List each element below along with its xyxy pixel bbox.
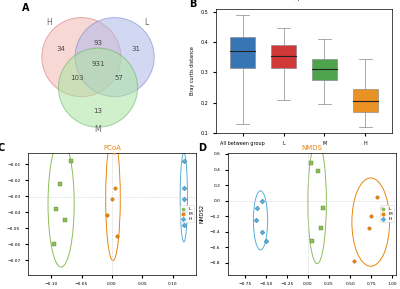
Point: [368, 214, 374, 218]
Bar: [271, 45, 296, 68]
Text: B: B: [190, 0, 197, 9]
Point: [254, 206, 261, 211]
Title: NMDS: NMDS: [302, 145, 322, 151]
Title: R=0.942, p-value=0.013: R=0.942, p-value=0.013: [270, 0, 338, 1]
Text: C: C: [0, 143, 5, 153]
Point: [258, 229, 265, 234]
Point: [104, 213, 110, 218]
Text: 31: 31: [131, 46, 140, 52]
Point: [57, 181, 64, 186]
Point: [320, 206, 326, 211]
Point: [379, 206, 385, 211]
Point: [114, 234, 120, 238]
Bar: [353, 89, 378, 112]
Bar: [230, 38, 255, 68]
Bar: [312, 59, 337, 80]
Point: [308, 161, 315, 166]
Text: D: D: [198, 143, 206, 153]
Point: [351, 259, 358, 264]
Y-axis label: Bray curtis distance: Bray curtis distance: [190, 46, 195, 95]
Circle shape: [75, 18, 154, 97]
Text: 34: 34: [56, 46, 65, 52]
Text: M: M: [95, 125, 101, 134]
Text: 93: 93: [94, 40, 102, 46]
Text: L: L: [144, 18, 149, 27]
Point: [112, 186, 118, 191]
Text: 57: 57: [114, 75, 123, 81]
Circle shape: [58, 48, 138, 127]
Point: [253, 218, 259, 223]
Text: H: H: [46, 18, 52, 27]
Point: [61, 218, 68, 223]
Point: [68, 159, 74, 164]
Y-axis label: PC2:14.22%: PC2:14.22%: [0, 198, 2, 230]
Y-axis label: NMDS2: NMDS2: [199, 204, 204, 223]
Point: [181, 197, 187, 202]
Point: [111, 149, 117, 154]
Point: [181, 186, 187, 191]
Circle shape: [42, 18, 121, 97]
Title: PCoA: PCoA: [103, 145, 121, 151]
Point: [181, 210, 187, 214]
Point: [109, 197, 115, 202]
Point: [258, 198, 265, 203]
Text: 103: 103: [70, 75, 84, 81]
Point: [181, 223, 187, 227]
Text: A: A: [22, 3, 29, 13]
Point: [374, 194, 380, 199]
Point: [309, 239, 316, 243]
Point: [366, 225, 372, 230]
Point: [53, 207, 59, 211]
Text: 13: 13: [94, 108, 102, 114]
Point: [263, 239, 269, 243]
Point: [51, 242, 57, 247]
Legend: L, M, H: L, M, H: [180, 205, 194, 222]
Point: [315, 169, 321, 173]
Text: 931: 931: [91, 61, 105, 67]
Point: [318, 225, 324, 230]
Legend: L, M, H: L, M, H: [380, 205, 394, 222]
Point: [181, 159, 187, 164]
